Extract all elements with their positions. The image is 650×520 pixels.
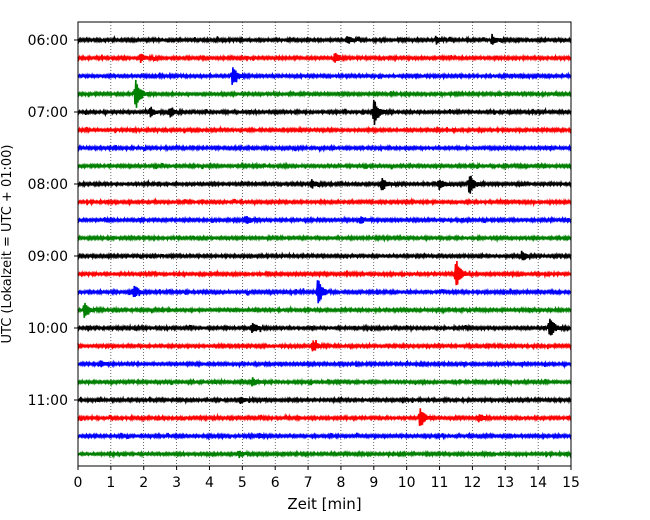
- x-tick-label: 1: [106, 475, 115, 491]
- x-tick-label: 13: [496, 475, 514, 491]
- x-tick-label: 3: [172, 475, 181, 491]
- y-tick-label: 11:00: [28, 393, 68, 409]
- y-tick-label: 09:00: [28, 249, 68, 265]
- x-axis-label: Zeit [min]: [287, 495, 361, 513]
- x-tick-label: 15: [562, 475, 580, 491]
- x-tick-label: 2: [139, 475, 148, 491]
- y-tick-label: 10:00: [28, 321, 68, 337]
- x-tick-label: 0: [74, 475, 83, 491]
- x-tick-label: 14: [529, 475, 547, 491]
- x-tick-label: 11: [431, 475, 449, 491]
- y-tick-label: 08:00: [28, 177, 68, 193]
- y-tick-label: 07:00: [28, 105, 68, 121]
- plot-frame: [77, 21, 572, 467]
- x-axis-ticks: 0 1 2 3 4 5 6 7 8 9 10 11 12 13 14 15: [74, 466, 580, 491]
- y-axis-ticks: 06:00 07:00 08:00 09:00 10:00 11:00: [28, 33, 78, 409]
- x-tick-label: 7: [304, 475, 313, 491]
- x-tick-label: 9: [369, 475, 378, 491]
- traces: [77, 33, 572, 460]
- x-tick-label: 8: [336, 475, 345, 491]
- x-tick-label: 12: [463, 475, 481, 491]
- x-tick-label: 6: [271, 475, 280, 491]
- y-axis-label: UTC (Lokalzeit = UTC + 01:00): [0, 145, 15, 344]
- x-tick-label: 10: [398, 475, 416, 491]
- x-tick-label: 5: [238, 475, 247, 491]
- x-tick-label: 4: [205, 475, 214, 491]
- y-tick-label: 06:00: [28, 33, 68, 49]
